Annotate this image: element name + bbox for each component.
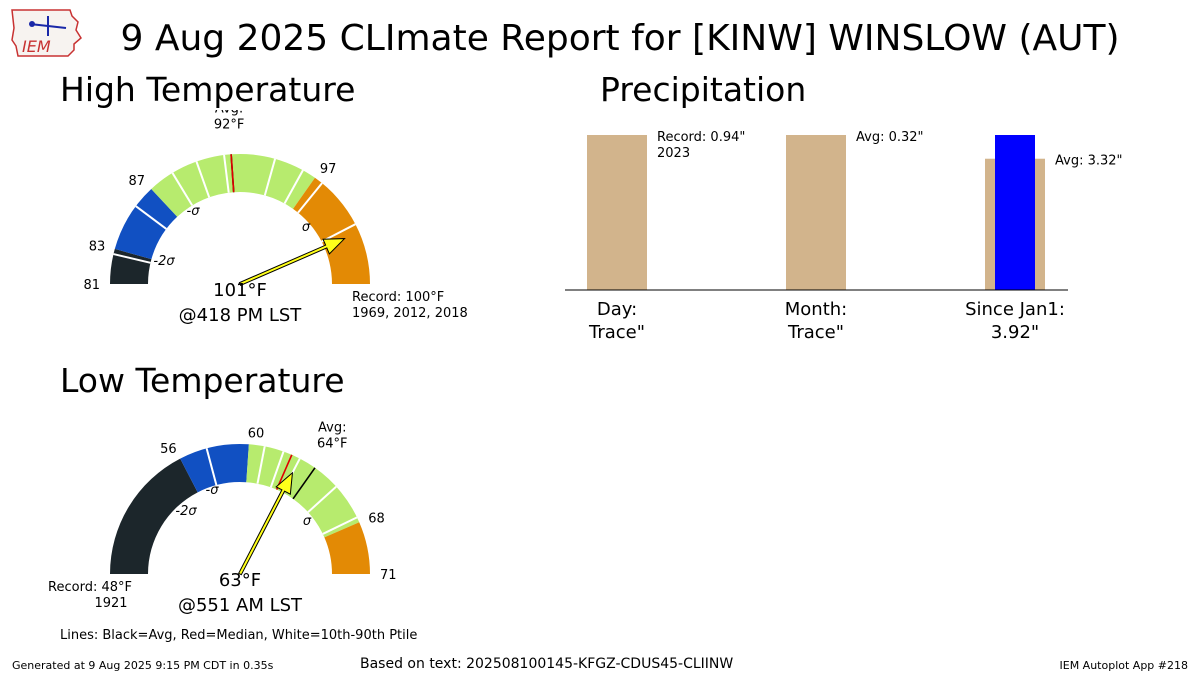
avg-value-label: 64°F: [317, 436, 348, 451]
precip-bar-record-avg: [587, 135, 647, 290]
precip-annotation: Record: 0.94": [657, 130, 745, 145]
percentile-line: [135, 205, 167, 230]
precip-bar-record-avg: [786, 135, 846, 290]
sigma-label: -σ: [206, 483, 220, 498]
precip-category-label: Since Jan1:: [965, 299, 1065, 320]
low-temp-title: Low Temperature: [60, 361, 345, 400]
precip-category-label: Trace": [588, 322, 645, 343]
observed-arrow: [238, 238, 346, 287]
gauge-tick-label: 83: [89, 240, 106, 255]
observed-value: 101°F: [213, 280, 267, 301]
precip-annotation: Avg: 0.32": [856, 130, 924, 145]
iem-logo: IEM: [8, 6, 84, 60]
observed-time: @418 PM LST: [179, 305, 303, 326]
high-temp-title: High Temperature: [60, 70, 356, 109]
record-label: Record: 100°F: [352, 290, 444, 305]
sigma-label: σ: [302, 220, 311, 235]
main-title: 9 Aug 2025 CLImate Report for [KINW] WIN…: [120, 18, 1120, 59]
gauge-band: [110, 248, 152, 284]
gauge-band: [110, 458, 198, 574]
low-temp-gauge: 56 60 68 71 -2σ -σ σ Avg:64°F 63°F @551 AM LST Rec…: [48, 420, 397, 616]
percentile-line: [205, 448, 218, 486]
precip-title: Precipitation: [600, 70, 807, 109]
percentile-line: [223, 154, 230, 193]
record-years: 1969, 2012, 2018: [352, 306, 468, 321]
gauge-band: [293, 177, 370, 284]
sigma-label: -σ: [187, 204, 201, 219]
high-temp-gauge: 81 83 87 97 -2σ -σ σ Avg:92°F 101°F @418 PM LST Re…: [83, 110, 468, 326]
footer-generated: Generated at 9 Aug 2025 9:15 PM CDT in 0…: [12, 659, 274, 672]
gauge-band: [324, 522, 370, 574]
percentile-line: [113, 253, 151, 264]
gauge-band: [114, 188, 178, 260]
gauge-tick-label: 87: [129, 174, 146, 189]
avg-line: [292, 467, 316, 500]
gauge-band: [246, 444, 360, 538]
gauge-tick-label: 81: [83, 278, 100, 293]
percentile-line: [256, 446, 266, 484]
record-years: 1921: [94, 596, 127, 611]
percentile-line: [297, 182, 323, 214]
avg-label: Avg:: [318, 420, 346, 435]
percentile-line: [283, 169, 304, 204]
lines-legend-note: Lines: Black=Avg, Red=Median, White=10th…: [60, 628, 418, 643]
percentile-line: [263, 158, 277, 196]
median-line: [230, 154, 235, 193]
precip-annotation: Avg: 3.32": [1055, 154, 1123, 169]
iem-logo-graphic: IEM: [11, 9, 82, 57]
precip-category-label: Month:: [785, 299, 847, 320]
precip-category-label: 3.92": [991, 322, 1039, 343]
record-label: Record: 48°F: [48, 580, 132, 595]
observed-time: @551 AM LST: [178, 595, 303, 616]
precip-bar-observed: [995, 135, 1035, 290]
footer-app: IEM Autoplot App #218: [1059, 659, 1189, 672]
gauge-tick-label: 56: [160, 442, 177, 457]
gauge-tick-label: 60: [248, 426, 265, 441]
precip-annotation: 2023: [657, 146, 690, 161]
sigma-label: σ: [303, 514, 312, 529]
percentile-line: [269, 451, 285, 488]
sigma-label: -2σ: [175, 504, 197, 519]
percentile-line: [322, 516, 358, 535]
footer-source: Based on text: 202508100145-KFGZ-CDUS45-…: [360, 656, 734, 672]
avg-value-label: 92°F: [214, 117, 245, 132]
percentile-line: [195, 161, 211, 198]
logo-text: IEM: [22, 37, 51, 56]
percentile-line: [307, 485, 337, 513]
precip-category-label: Day:: [597, 299, 637, 320]
gauge-tick-label: 71: [380, 568, 397, 583]
precip-category-label: Trace": [787, 322, 844, 343]
gauge-band: [180, 444, 249, 493]
observed-arrow: [237, 471, 294, 576]
gauge-tick-label: 97: [320, 162, 337, 177]
percentile-line: [171, 172, 194, 206]
observed-value: 63°F: [219, 570, 261, 591]
gauge-tick-label: 68: [368, 511, 385, 526]
avg-label: Avg:: [215, 110, 243, 116]
sigma-label: -2σ: [153, 254, 175, 269]
